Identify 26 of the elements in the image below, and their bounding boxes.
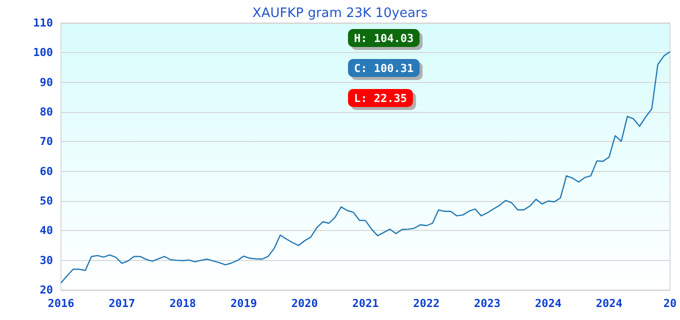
x-tick-label: 2020	[291, 297, 318, 310]
y-tick-label: 100	[33, 46, 53, 60]
x-tick-label: 2024	[534, 297, 562, 310]
y-tick-label: 90	[40, 76, 53, 89]
y-tick-label: 80	[40, 106, 53, 118]
y-tick-label: 60	[40, 164, 53, 178]
x-tick-label: 2018	[170, 297, 196, 310]
y-tick-label: 40	[40, 224, 53, 238]
x-tick-label: 2021	[352, 297, 380, 310]
x-tick-label: 2016	[48, 297, 75, 310]
annotation: C: 100.31	[354, 62, 414, 75]
y-tick-label: 20	[40, 284, 53, 296]
x-tick-label: 20	[663, 297, 677, 310]
x-tick-label: 2022	[413, 297, 440, 310]
x-tick-label: 2019	[230, 297, 257, 310]
x-tick-label: 2024	[596, 297, 623, 310]
x-tick-label: 2023	[474, 297, 501, 310]
x-tick-label: 2017	[108, 297, 136, 310]
annotation: H: 104.03	[354, 32, 414, 45]
y-tick-label: 110	[33, 16, 53, 30]
line-series	[60, 51, 671, 284]
y-tick-label: 30	[40, 254, 53, 267]
y-tick-label: 50	[40, 194, 53, 208]
annotation: L: 22.35	[354, 92, 407, 105]
chart-title: XAUFKP gram 23K 10years	[252, 6, 428, 21]
y-tick-label: 70	[40, 135, 53, 148]
